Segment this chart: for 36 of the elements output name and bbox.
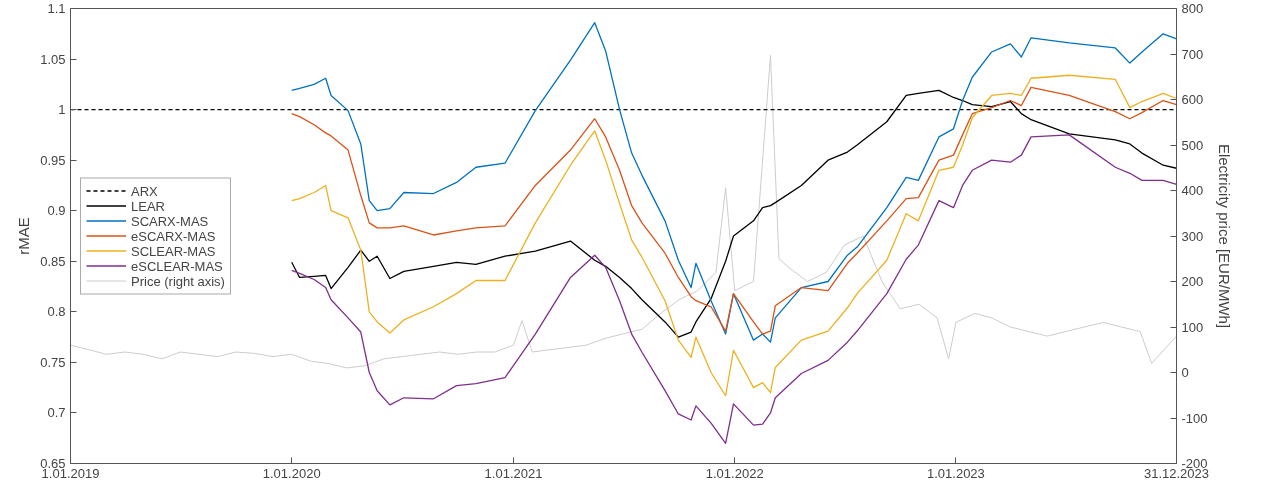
y2-tick-label: 400 <box>1181 183 1204 198</box>
y2-tick-label: 500 <box>1181 137 1204 153</box>
y-tick-label: 0.9 <box>47 203 66 219</box>
y2-tick-label: 700 <box>1181 46 1204 62</box>
y2-tick-label: 600 <box>1181 92 1204 107</box>
y-tick-label: 0.95 <box>40 152 66 168</box>
y2-tick-label: 800 <box>1181 1 1204 16</box>
line-series <box>70 54 1177 369</box>
y2-tick-label: 0 <box>1181 365 1189 380</box>
legend-label: eSCARX-MAS <box>131 228 216 243</box>
y2-axis-title: Electricity price [EUR/MWh] <box>1215 143 1233 329</box>
y-axis-title: rMAE <box>15 217 33 255</box>
legend-label: Price (right axis) <box>131 273 225 288</box>
y2-tick-label: 300 <box>1181 228 1204 244</box>
y-tick-label: 0.7 <box>47 405 66 421</box>
y-tick-label: 0.8 <box>47 304 66 320</box>
y2-tick-label: 100 <box>1181 319 1204 335</box>
legend-label: ARX <box>131 183 158 198</box>
x-tick-label: 1.01.2020 <box>262 465 321 481</box>
y-tick-label: 1.1 <box>47 1 66 16</box>
y2-tick-label: 200 <box>1181 274 1204 289</box>
legend-label: LEAR <box>131 198 165 213</box>
legend-label: SCARX-MAS <box>131 213 209 228</box>
y2-tick-label: -100 <box>1181 410 1208 426</box>
legend-label: SCLEAR-MAS <box>131 243 216 258</box>
y-tick-label: 0.75 <box>40 354 66 370</box>
line-series <box>291 134 1177 444</box>
y-tick-label: 0.85 <box>40 253 66 269</box>
line-series <box>291 74 1177 397</box>
x-tick-label: 1.01.2022 <box>705 465 764 481</box>
x-tick-label: 1.01.2021 <box>484 465 543 481</box>
line-series <box>291 22 1177 343</box>
y-tick-label: 1.05 <box>40 51 66 67</box>
legend-label: eSCLEAR-MAS <box>131 258 223 273</box>
y-tick-label: 1 <box>58 102 66 118</box>
x-tick-label: 1.01.2023 <box>926 465 985 481</box>
